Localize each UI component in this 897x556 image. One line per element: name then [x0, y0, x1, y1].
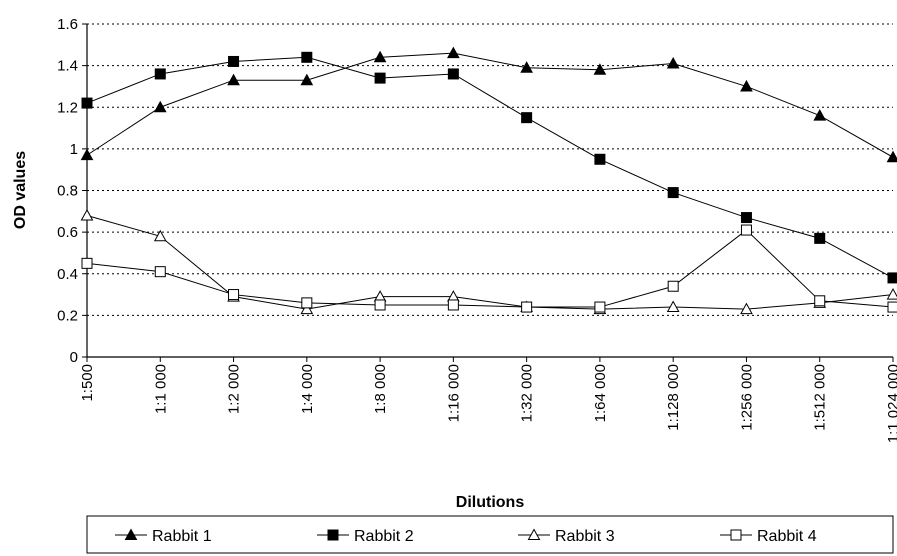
data-point: [813, 109, 827, 121]
data-point: [81, 97, 93, 109]
x-axis-title: Dilutions: [456, 494, 525, 511]
series-line: [86, 229, 894, 308]
data-point: [886, 288, 897, 300]
legend-marker: [527, 528, 541, 540]
data-point: [887, 301, 897, 313]
y-tick-label: 0: [70, 349, 78, 366]
data-point: [814, 295, 826, 307]
data-point: [593, 63, 607, 75]
data-point: [300, 302, 314, 315]
legend-marker: [124, 528, 138, 540]
y-tick-label: 1.2: [57, 99, 78, 116]
data-point: [154, 266, 166, 278]
series-1: [80, 46, 897, 163]
legend-item-4: Rabbit 4: [720, 528, 817, 545]
gridlines: [87, 23, 893, 316]
y-axis-ticks: 0 0.2 0.4 0.6 0.8 1 1.2 1.4 1.6: [57, 16, 87, 366]
x-tick-label: 1:16 000: [445, 364, 462, 422]
data-point: [228, 289, 240, 301]
x-tick-label: 1:1 000: [152, 364, 169, 414]
data-point: [666, 300, 680, 313]
series-line: [86, 52, 894, 158]
x-tick-label: 1:8 000: [372, 364, 389, 414]
legend-label: Rabbit 2: [354, 528, 414, 545]
data-point: [374, 72, 386, 84]
series-line: [86, 56, 894, 279]
legend-marker: [730, 529, 742, 541]
x-axis-ticks: 1:500 1:1 000 1:2 000 1:4 000 1:8 000 1:16 00…: [79, 357, 897, 443]
legend-item-3: Rabbit 3: [518, 528, 615, 545]
data-point: [447, 68, 459, 80]
data-point: [228, 55, 240, 67]
y-tick-label: 0.4: [57, 266, 78, 283]
data-point: [666, 57, 680, 69]
y-tick-label: 0.6: [57, 224, 78, 241]
data-point: [887, 272, 897, 284]
data-point: [520, 61, 533, 73]
data-point: [373, 50, 387, 63]
data-point: [154, 68, 166, 80]
data-point: [81, 257, 93, 269]
axes: [86, 24, 893, 358]
x-tick-label: 1:64 000: [592, 364, 609, 422]
data-point: [300, 73, 314, 86]
data-point: [667, 187, 679, 199]
data-point: [886, 150, 897, 163]
data-point: [814, 232, 826, 244]
y-tick-label: 1.4: [57, 58, 78, 75]
series-line: [86, 214, 894, 310]
data-point: [740, 79, 753, 92]
data-point: [740, 302, 753, 315]
x-tick-label: 1:256 000: [738, 364, 755, 431]
x-tick-label: 1:1 024 000: [885, 364, 897, 443]
data-point: [594, 301, 606, 313]
data-point: [594, 153, 606, 165]
legend-label: Rabbit 1: [152, 528, 212, 545]
legend-box: [86, 515, 894, 554]
data-point: [521, 301, 533, 313]
data-point: [740, 224, 752, 236]
y-tick-label: 0.8: [57, 183, 78, 200]
data-point: [667, 280, 679, 292]
data-point: [153, 100, 167, 113]
x-tick-label: 1:500: [79, 364, 96, 402]
x-tick-label: 1:128 000: [665, 364, 682, 431]
x-tick-label: 1:512 000: [812, 364, 829, 431]
data-point: [447, 46, 460, 59]
data-point: [153, 229, 167, 242]
data-point: [374, 299, 386, 311]
data-point: [301, 297, 313, 309]
y-axis-title: OD values: [12, 151, 29, 229]
legend-item-1: Rabbit 1: [115, 528, 212, 545]
y-tick-label: 1: [70, 141, 78, 158]
y-tick-label: 0.2: [57, 307, 78, 324]
data-point: [447, 299, 459, 311]
legend-marker: [327, 529, 339, 541]
series-4: [81, 224, 897, 313]
data-point: [301, 51, 313, 63]
series-group: [80, 46, 897, 315]
data-point: [80, 148, 94, 161]
legend: Rabbit 1 Rabbit 2 Rabbit 3 Rabbit 4: [86, 515, 894, 554]
x-tick-label: 1:32 000: [519, 364, 536, 422]
legend-item-2: Rabbit 2: [317, 528, 414, 545]
legend-label: Rabbit 3: [555, 528, 615, 545]
x-tick-label: 1:4 000: [299, 364, 316, 414]
series-2: [81, 51, 897, 284]
legend-label: Rabbit 4: [757, 528, 817, 545]
y-tick-label: 1.6: [57, 16, 78, 33]
data-point: [740, 212, 752, 224]
x-tick-label: 1:2 000: [226, 364, 243, 414]
data-point: [227, 73, 240, 86]
data-point: [80, 208, 94, 221]
data-point: [521, 112, 533, 124]
